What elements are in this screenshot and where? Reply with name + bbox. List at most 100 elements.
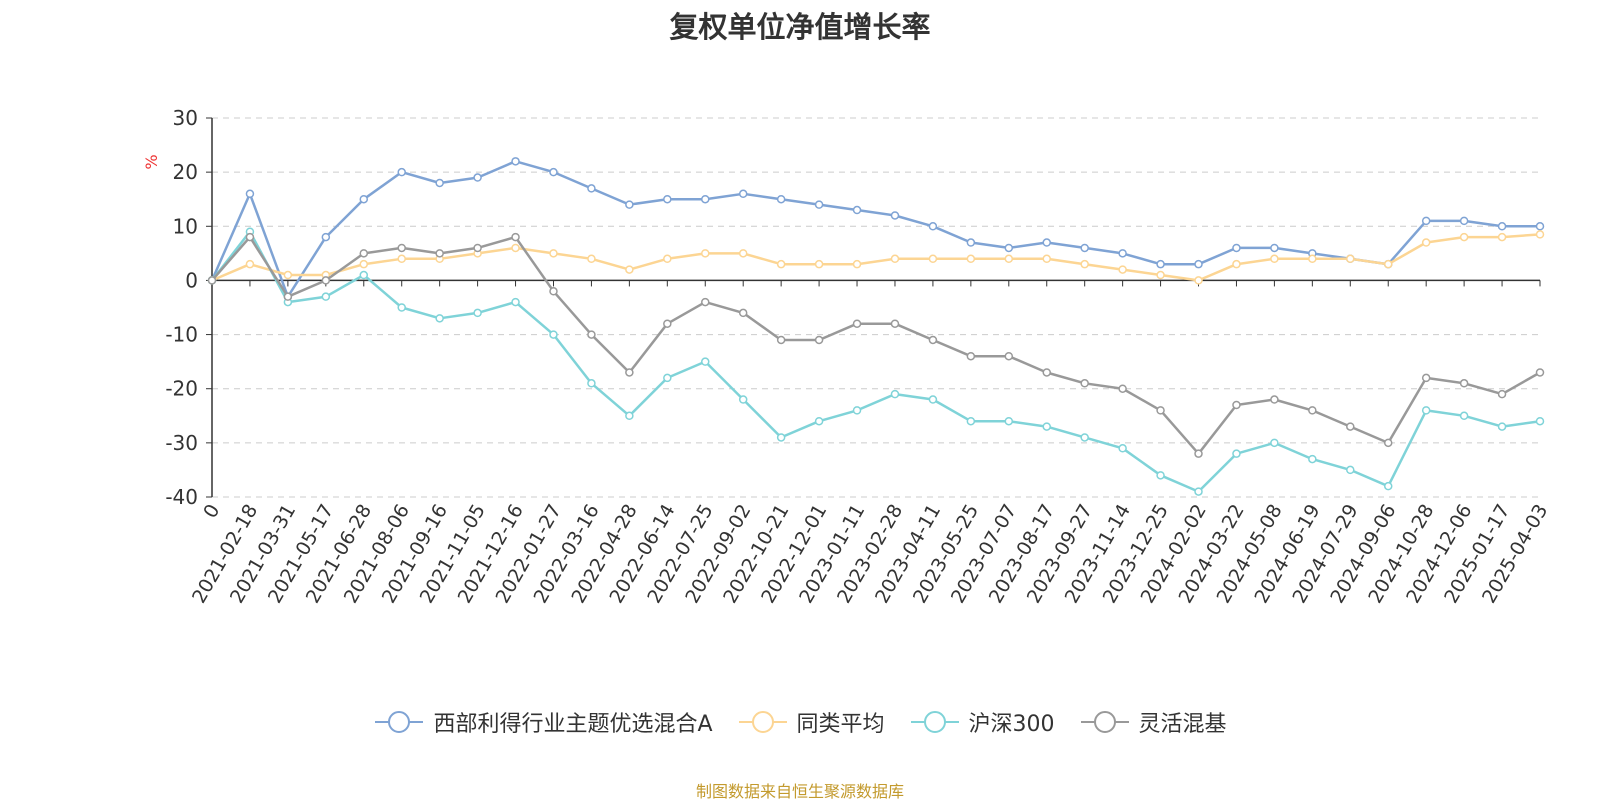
- legend-item[interactable]: 灵活混基: [1079, 706, 1227, 738]
- legend-label: 沪深300: [968, 712, 1055, 737]
- series-group: [207, 157, 1545, 301]
- data-point: [966, 254, 976, 264]
- data-point: [1346, 422, 1355, 431]
- data-point: [1004, 416, 1014, 426]
- data-point: [625, 200, 634, 209]
- data-point: [549, 287, 558, 296]
- data-point: [473, 243, 482, 253]
- legend-item[interactable]: 同类平均: [737, 706, 885, 738]
- legend-item[interactable]: 沪深300: [909, 706, 1055, 738]
- data-point: [397, 167, 406, 177]
- data-point: [966, 238, 976, 247]
- data-point: [359, 259, 369, 269]
- data-point: [1232, 449, 1241, 458]
- data-point: [1194, 259, 1203, 269]
- data-point: [1383, 259, 1393, 269]
- data-point: [1232, 400, 1241, 410]
- series-group: [207, 227, 1545, 496]
- data-point: [473, 173, 482, 182]
- data-point: [435, 178, 444, 188]
- data-point: [397, 303, 406, 312]
- data-point: [1004, 254, 1014, 264]
- data-point: [738, 249, 748, 258]
- data-point: [1535, 230, 1545, 239]
- legend-swatch-icon: [1080, 711, 1129, 733]
- data-point: [1535, 416, 1545, 426]
- data-point: [1346, 254, 1355, 264]
- data-point: [701, 357, 710, 366]
- data-point: [1459, 232, 1469, 242]
- data-point: [321, 292, 331, 301]
- data-point: [1118, 265, 1127, 274]
- data-point: [776, 335, 786, 345]
- data-point: [776, 433, 786, 442]
- data-point: [928, 335, 938, 345]
- data-point: [776, 259, 786, 269]
- data-point: [1346, 465, 1355, 475]
- data-point: [814, 416, 824, 426]
- data-point: [814, 335, 824, 345]
- legend-swatch-icon: [738, 711, 787, 733]
- data-point: [625, 368, 634, 377]
- data-point: [549, 167, 558, 177]
- data-point: [1497, 422, 1507, 431]
- y-tick-label: 30: [173, 106, 198, 130]
- data-point: [852, 259, 862, 269]
- data-point: [283, 292, 293, 301]
- data-point: [1156, 259, 1165, 269]
- data-point: [473, 308, 482, 318]
- data-point: [321, 232, 331, 242]
- data-point: [359, 270, 369, 280]
- data-point: [1042, 368, 1051, 377]
- data-point: [1497, 222, 1507, 231]
- data-point: [1232, 243, 1241, 253]
- data-point: [549, 249, 558, 258]
- data-point: [1004, 351, 1014, 361]
- data-point: [245, 189, 255, 199]
- data-point: [587, 379, 596, 388]
- legend-swatch-icon: [375, 711, 424, 733]
- data-point: [1156, 471, 1165, 480]
- data-point: [587, 330, 596, 339]
- y-tick-label: 20: [173, 160, 198, 184]
- data-point: [435, 314, 444, 323]
- data-point: [1270, 254, 1279, 264]
- data-point: [549, 330, 558, 339]
- data-point: [587, 184, 596, 193]
- data-point: [1421, 238, 1431, 247]
- data-point: [1308, 254, 1317, 264]
- data-point: [1421, 406, 1431, 415]
- data-point: [321, 276, 331, 285]
- legend-label: 灵活混基: [1138, 712, 1227, 737]
- data-point: [435, 249, 444, 258]
- y-axis-label: %: [142, 154, 161, 169]
- data-point: [1156, 270, 1165, 280]
- data-point: [1080, 433, 1089, 442]
- data-point: [1042, 254, 1051, 264]
- data-point: [928, 395, 938, 404]
- x-tick-label: 0: [199, 501, 224, 522]
- data-point: [1118, 444, 1127, 453]
- data-point: [1459, 411, 1469, 421]
- data-point: [1042, 422, 1051, 431]
- data-point: [1118, 384, 1127, 393]
- data-point: [738, 308, 748, 318]
- data-point: [511, 232, 520, 242]
- data-point: [814, 259, 824, 269]
- series-layer: [207, 157, 1545, 496]
- data-point: [1497, 232, 1507, 242]
- legend-item[interactable]: 西部利得行业主题优选混合A: [373, 706, 713, 738]
- data-point: [625, 265, 634, 274]
- data-point: [1308, 454, 1317, 464]
- data-point: [814, 200, 824, 209]
- series-line: [211, 233, 1541, 282]
- data-point: [966, 416, 976, 426]
- y-tick-label: 0: [185, 268, 198, 292]
- data-point: [1194, 276, 1203, 285]
- series-line: [211, 235, 1541, 455]
- legend: 西部利得行业主题优选混合A 同类平均 沪深300 灵活混基: [0, 706, 1600, 738]
- data-point: [1080, 243, 1089, 253]
- data-point: [738, 395, 748, 404]
- data-point: [359, 249, 369, 258]
